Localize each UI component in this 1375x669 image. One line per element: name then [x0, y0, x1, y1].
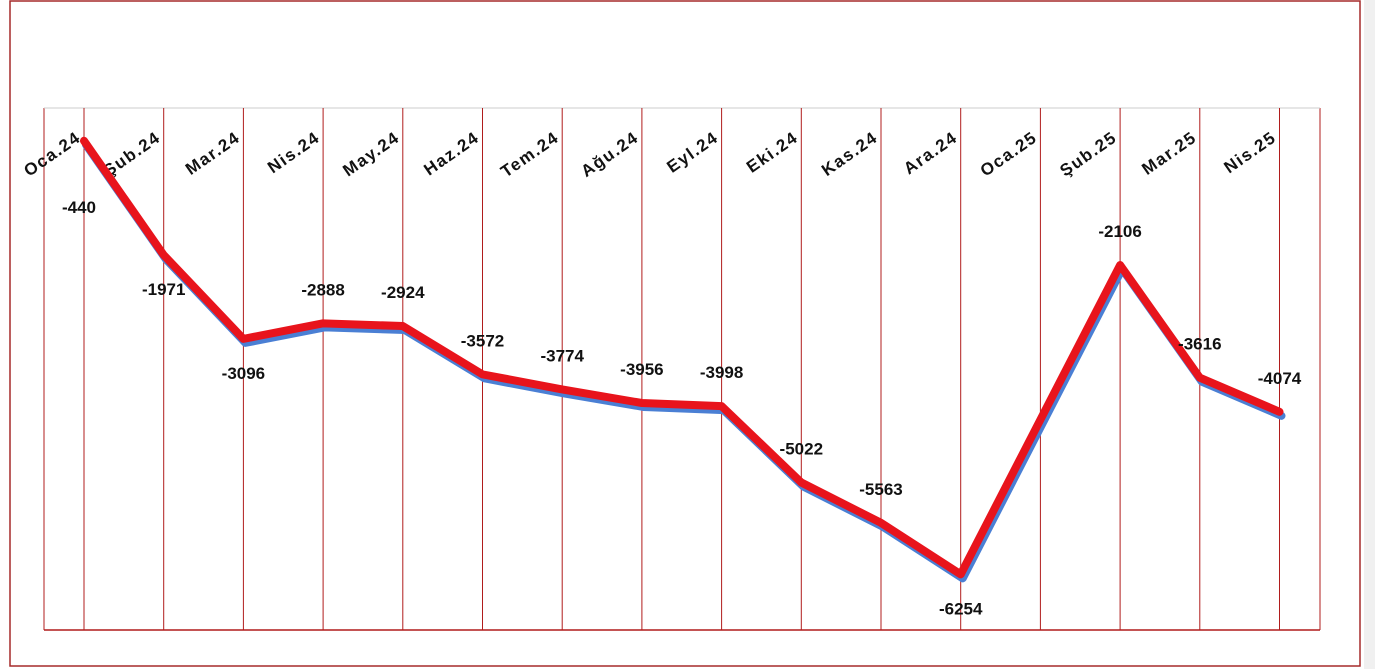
data-label: -440: [62, 198, 96, 217]
data-label: -3956: [620, 360, 663, 379]
data-label: -5022: [780, 439, 823, 458]
data-label: -2888: [301, 280, 344, 299]
data-label: -6254: [939, 599, 983, 618]
frame: [9, 0, 1361, 667]
data-label: -2106: [1098, 222, 1141, 241]
data-label: -5563: [859, 480, 902, 499]
data-label: -4074: [1258, 369, 1302, 388]
data-label: -3774: [540, 346, 584, 365]
data-label: -3998: [700, 363, 743, 382]
data-label: -3616: [1178, 335, 1221, 354]
data-label: -3096: [222, 364, 265, 383]
data-label: -1971: [142, 280, 185, 299]
data-label: -2924: [381, 283, 425, 302]
data-label: -3572: [461, 331, 504, 350]
line: [80, 136, 1284, 579]
scrollbar: [1364, 0, 1375, 669]
